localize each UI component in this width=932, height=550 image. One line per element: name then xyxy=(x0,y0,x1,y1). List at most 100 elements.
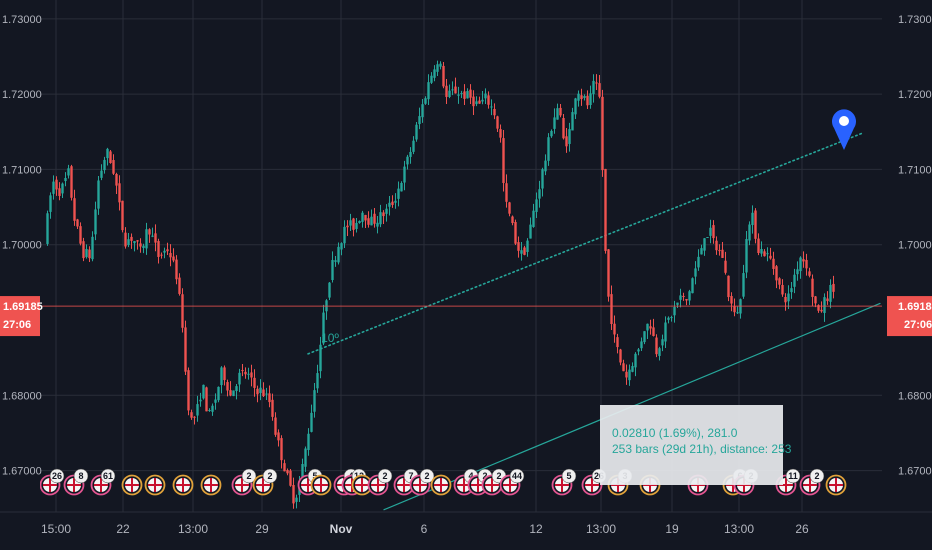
candle-body xyxy=(64,177,67,182)
event-marker[interactable]: 2 xyxy=(481,468,507,496)
candle-body xyxy=(676,302,679,305)
candle-body xyxy=(100,170,103,178)
candle-body xyxy=(487,95,490,105)
event-count-badge xyxy=(785,468,801,484)
event-marker[interactable] xyxy=(200,474,222,496)
event-marker[interactable]: 8 xyxy=(63,468,89,496)
candle-body xyxy=(280,438,283,461)
candle-body xyxy=(304,448,307,467)
event-count-badge xyxy=(419,468,435,484)
candle-body xyxy=(829,284,832,302)
candle-body xyxy=(370,216,373,226)
candle-body xyxy=(355,222,358,229)
event-marker[interactable]: 26 xyxy=(39,468,65,496)
candle-body xyxy=(91,236,94,260)
event-marker[interactable] xyxy=(310,474,332,496)
candle-body xyxy=(385,208,388,214)
candle-body xyxy=(214,399,217,403)
candle-body xyxy=(502,138,505,183)
event-marker[interactable]: 7 xyxy=(393,468,419,496)
y-tick-label-right: 1.73000 xyxy=(898,14,932,26)
candle-body xyxy=(682,296,685,298)
time-axis[interactable]: 15:00 22 13:00 29 Nov 6 12 13:00 19 13:00 26 xyxy=(0,511,932,550)
candle-body xyxy=(817,305,820,311)
y-tick-label-right: 1.71000 xyxy=(898,164,932,176)
event-marker[interactable]: 2 xyxy=(409,468,435,496)
candle-body xyxy=(796,269,799,275)
candle-body xyxy=(763,251,766,257)
event-count-badge xyxy=(73,468,89,484)
measure-box-bg[interactable] xyxy=(600,405,783,485)
candle-body xyxy=(529,224,532,239)
event-marker[interactable] xyxy=(351,474,373,496)
x-tick-label: 29 xyxy=(255,522,269,536)
candle-body xyxy=(184,327,187,372)
event-marker[interactable] xyxy=(121,474,143,496)
event-count-badge xyxy=(377,468,393,484)
left-price-axis[interactable]: 1.73000 1.72000 1.71000 1.70000 1.68000 1.670… xyxy=(0,0,43,512)
candle-body xyxy=(730,296,733,304)
candle-body xyxy=(427,82,430,100)
candle-body xyxy=(811,278,814,297)
candle-body xyxy=(598,83,601,97)
trendline-dotted[interactable] xyxy=(307,131,865,355)
y-tick-label-right: 1.70000 xyxy=(898,240,932,252)
event-marker[interactable]: 5 xyxy=(551,468,577,496)
candle-body xyxy=(328,282,331,298)
candle-body xyxy=(142,245,145,248)
candle-body xyxy=(94,209,97,235)
candle-body xyxy=(565,136,568,147)
candle-body xyxy=(289,470,292,486)
event-marker[interactable]: 44 xyxy=(499,468,525,496)
event-marker[interactable]: 2 xyxy=(231,468,257,496)
candle-body xyxy=(307,433,310,451)
candle-body xyxy=(586,95,589,106)
right-price-axis[interactable]: 1.73000 1.72000 1.71000 1.70000 1.68000 1.670… xyxy=(882,0,932,512)
event-count: 4 xyxy=(468,471,473,481)
event-marker[interactable] xyxy=(430,474,452,496)
candle-body xyxy=(655,337,658,355)
candle-body xyxy=(826,298,829,302)
event-count-badge xyxy=(509,468,525,484)
candle-body xyxy=(637,349,640,352)
candle-body xyxy=(448,90,451,97)
event-count: 2 xyxy=(382,471,387,481)
candle-body xyxy=(451,89,454,91)
candle-body xyxy=(388,202,391,207)
candle-body xyxy=(250,372,253,378)
measure-tool-box[interactable]: 0.02810 (1.69%), 281.0 253 bars (29d 21h)… xyxy=(600,405,792,531)
candle-body xyxy=(733,306,736,313)
event-count-badge xyxy=(809,468,825,484)
candle-body xyxy=(658,348,661,356)
candle-body xyxy=(154,233,157,243)
event-marker[interactable]: 2 xyxy=(367,468,393,496)
candle-body xyxy=(661,339,664,346)
event-marker[interactable]: 61 xyxy=(90,468,116,496)
event-marker[interactable] xyxy=(144,474,166,496)
countdown-label-right: 27:06 xyxy=(904,319,932,331)
candle-body xyxy=(721,249,724,258)
event-marker[interactable] xyxy=(825,474,847,496)
candle-body xyxy=(619,349,622,363)
candle-body xyxy=(85,249,88,258)
candle-body xyxy=(235,386,238,391)
event-marker[interactable]: 2 xyxy=(799,468,825,496)
candle-body xyxy=(544,160,547,172)
y-tick-label-left: 1.73000 xyxy=(2,14,42,26)
candle-body xyxy=(766,253,769,255)
candle-body xyxy=(718,250,721,252)
candle-body xyxy=(709,227,712,236)
candle-body xyxy=(442,65,445,87)
left-axis-bg xyxy=(0,0,40,512)
event-marker[interactable] xyxy=(172,474,194,496)
candle-body xyxy=(418,116,421,125)
candle-body xyxy=(715,240,718,251)
candle-body xyxy=(247,373,250,375)
location-marker-icon[interactable] xyxy=(832,109,856,150)
candle-body xyxy=(166,249,169,252)
candle-body xyxy=(541,169,544,189)
candle-body xyxy=(649,326,652,329)
event-marker[interactable]: 2 xyxy=(252,468,278,496)
